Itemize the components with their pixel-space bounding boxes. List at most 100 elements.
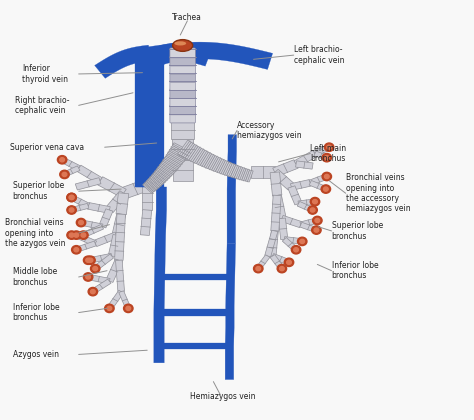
Polygon shape (288, 186, 302, 205)
Polygon shape (273, 160, 298, 176)
Circle shape (294, 248, 299, 252)
FancyBboxPatch shape (170, 105, 195, 115)
Polygon shape (149, 176, 162, 186)
Polygon shape (93, 254, 114, 270)
Polygon shape (91, 279, 111, 294)
Polygon shape (107, 290, 124, 310)
Polygon shape (171, 122, 194, 139)
Circle shape (81, 233, 86, 237)
Circle shape (315, 218, 319, 223)
Polygon shape (281, 215, 302, 228)
Polygon shape (153, 172, 166, 183)
Circle shape (86, 258, 91, 262)
Text: Hemiazygos vein: Hemiazygos vein (190, 392, 255, 401)
Polygon shape (265, 230, 278, 257)
Circle shape (83, 256, 93, 265)
Polygon shape (82, 225, 104, 237)
Circle shape (57, 155, 67, 164)
Polygon shape (162, 159, 179, 170)
Circle shape (72, 246, 81, 254)
Polygon shape (165, 154, 183, 165)
Circle shape (69, 195, 74, 200)
Polygon shape (106, 191, 128, 213)
Ellipse shape (174, 41, 186, 45)
Text: Inferior
thyroid vein: Inferior thyroid vein (22, 64, 68, 84)
Polygon shape (219, 160, 229, 174)
Circle shape (72, 231, 81, 239)
Polygon shape (63, 166, 80, 177)
Polygon shape (108, 234, 120, 257)
Polygon shape (75, 233, 97, 246)
Polygon shape (116, 193, 129, 215)
Circle shape (83, 273, 93, 281)
Polygon shape (282, 238, 298, 252)
Circle shape (298, 237, 307, 246)
Polygon shape (154, 187, 166, 363)
Circle shape (88, 287, 98, 296)
Circle shape (67, 206, 76, 214)
Polygon shape (234, 166, 243, 179)
Polygon shape (298, 199, 315, 206)
Polygon shape (142, 185, 153, 210)
Polygon shape (161, 273, 231, 280)
Polygon shape (227, 135, 237, 244)
Circle shape (324, 155, 329, 160)
Polygon shape (81, 220, 103, 229)
Ellipse shape (173, 39, 193, 51)
Polygon shape (144, 181, 155, 192)
Polygon shape (157, 166, 173, 177)
Circle shape (254, 265, 263, 273)
Polygon shape (314, 151, 328, 160)
Circle shape (322, 172, 331, 181)
FancyBboxPatch shape (170, 113, 195, 123)
Polygon shape (167, 151, 185, 163)
FancyBboxPatch shape (170, 81, 195, 90)
Polygon shape (278, 218, 288, 240)
Circle shape (91, 265, 100, 273)
Text: Left brachio-
cephalic vein: Left brachio- cephalic vein (294, 45, 344, 65)
Polygon shape (99, 209, 113, 228)
Polygon shape (223, 162, 232, 176)
Polygon shape (97, 177, 126, 197)
Polygon shape (136, 53, 163, 187)
Polygon shape (182, 142, 195, 158)
Polygon shape (94, 232, 118, 247)
Text: Inferior lobe
bronchus: Inferior lobe bronchus (331, 261, 378, 281)
Polygon shape (75, 241, 96, 252)
Text: Superior lobe
bronchus: Superior lobe bronchus (331, 221, 383, 241)
Polygon shape (115, 214, 126, 260)
Circle shape (310, 197, 319, 206)
Circle shape (312, 226, 321, 234)
Polygon shape (204, 154, 215, 169)
Polygon shape (208, 156, 219, 170)
Polygon shape (161, 309, 231, 316)
Polygon shape (242, 169, 250, 181)
Text: Superior vena cava: Superior vena cava (10, 143, 84, 152)
Text: Left main
bronchus: Left main bronchus (310, 144, 346, 163)
Circle shape (284, 258, 294, 267)
Circle shape (322, 153, 331, 162)
Circle shape (79, 231, 88, 239)
Polygon shape (140, 210, 152, 236)
Circle shape (313, 200, 318, 204)
Polygon shape (309, 181, 327, 192)
Polygon shape (148, 42, 273, 69)
Polygon shape (215, 159, 226, 173)
Polygon shape (154, 170, 168, 181)
Polygon shape (146, 180, 158, 190)
Circle shape (69, 208, 74, 212)
Polygon shape (71, 203, 89, 213)
Text: Bronchial veins
opening into
the accessory
hemiazygos vein: Bronchial veins opening into the accesso… (346, 173, 410, 213)
Circle shape (67, 193, 76, 202)
Polygon shape (173, 160, 192, 181)
Text: Middle lobe
bronchus: Middle lobe bronchus (12, 267, 57, 287)
Polygon shape (121, 179, 150, 199)
Polygon shape (87, 202, 110, 213)
Polygon shape (238, 168, 246, 180)
FancyBboxPatch shape (170, 97, 195, 107)
Circle shape (310, 208, 315, 212)
Polygon shape (119, 291, 131, 309)
Circle shape (93, 267, 98, 271)
Text: Inferior lobe
bronchus: Inferior lobe bronchus (12, 303, 59, 322)
Polygon shape (159, 163, 174, 175)
